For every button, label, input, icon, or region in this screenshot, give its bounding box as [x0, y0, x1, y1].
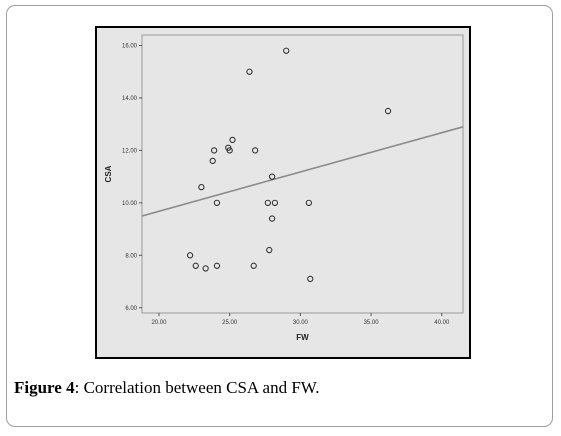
data-point-18 — [271, 199, 279, 206]
plot-area — [141, 34, 464, 314]
y-tick-label-5: 16.00 — [122, 43, 138, 49]
data-point-3 — [202, 265, 209, 272]
caption-lead: Figure 4 — [14, 378, 75, 397]
x-axis-label: FW — [296, 333, 309, 342]
x-tick-label-2: 30.00 — [293, 320, 309, 326]
data-point-11 — [246, 68, 253, 75]
data-point-21 — [307, 275, 314, 283]
data-point-16 — [268, 173, 276, 180]
data-point-13 — [251, 147, 259, 154]
y-axis-label: CSA — [104, 165, 113, 182]
regression-line — [141, 126, 464, 217]
caption-text: : Correlation between CSA and FW. — [74, 378, 320, 397]
data-point-22 — [384, 107, 392, 115]
data-point-19 — [283, 47, 290, 54]
data-point-0 — [186, 252, 194, 259]
data-point-10 — [229, 136, 236, 144]
data-point-1 — [192, 262, 199, 269]
data-point-14 — [264, 199, 272, 206]
data-point-12 — [250, 262, 257, 269]
data-point-15 — [266, 246, 273, 254]
x-tick-label-4: 40.00 — [434, 320, 450, 326]
x-tick-label-0: 20.00 — [151, 320, 167, 326]
y-tick-label-4: 14.00 — [122, 96, 138, 102]
data-point-9 — [226, 147, 233, 154]
data-point-6 — [213, 199, 221, 206]
data-point-20 — [305, 199, 313, 206]
data-point-7 — [213, 262, 221, 269]
x-tick-label-1: 25.00 — [222, 320, 238, 326]
data-point-2 — [198, 183, 205, 191]
data-point-5 — [210, 147, 218, 154]
y-tick-label-0: 6.00 — [125, 306, 137, 312]
data-point-17 — [268, 215, 276, 222]
figure-caption: Figure 4: Correlation between CSA and FW… — [14, 378, 320, 398]
figure-frame: 6.00 8.00 10.00 12.00 14.00 16.00 20.00 25.00 30… — [95, 26, 471, 359]
y-tick-label-1: 8.00 — [125, 253, 137, 259]
y-tick-label-3: 12.00 — [122, 148, 138, 154]
scatter-chart: 6.00 8.00 10.00 12.00 14.00 16.00 20.00 25.00 30… — [104, 34, 464, 342]
data-point-4 — [209, 157, 216, 165]
x-tick-label-3: 35.00 — [364, 320, 380, 326]
y-tick-label-2: 10.00 — [122, 201, 138, 207]
